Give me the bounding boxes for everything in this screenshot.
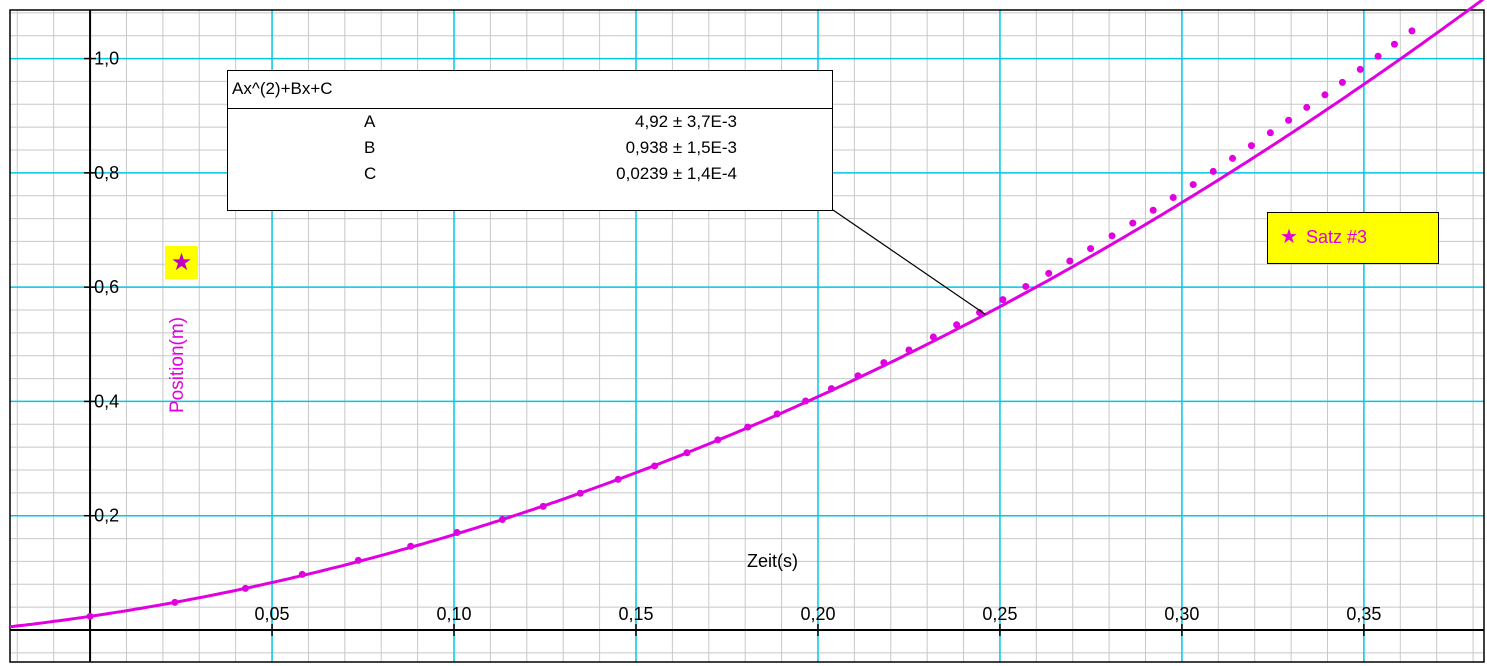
- plot-frame: [9, 9, 1485, 663]
- data-point: [683, 449, 691, 457]
- fit-param-row: B 0,938 ± 1,5E-3: [228, 135, 832, 161]
- fit-param-name: B: [364, 138, 376, 157]
- fit-param-name: C: [364, 164, 377, 183]
- data-point: [929, 333, 937, 341]
- data-point: [827, 385, 835, 393]
- data-point: [1266, 129, 1274, 137]
- data-point: [86, 612, 94, 620]
- data-point: [1338, 78, 1346, 86]
- data-point: [614, 475, 622, 483]
- data-point: [651, 462, 659, 470]
- y-tick-label: 0,6: [94, 277, 119, 297]
- data-point: [905, 346, 913, 354]
- fit-param-row: C 0,0239 ± 1,4E-4: [228, 161, 832, 187]
- axes: [9, 9, 1485, 663]
- curve-fit-box[interactable]: Ax^(2)+Bx+C A 4,92 ± 3,7E-3 B 0,938 ± 1,…: [227, 70, 833, 211]
- x-axis-label[interactable]: Zeit(s): [747, 551, 798, 571]
- y-tick-label: 0,2: [94, 506, 119, 526]
- data-point: [354, 556, 362, 564]
- fit-param-value: 0,0239 ± 1,4E-4: [616, 164, 737, 183]
- data-point: [1390, 40, 1398, 48]
- data-point: [241, 584, 249, 592]
- x-tick-label: 0,10: [436, 604, 471, 624]
- data-point: [407, 542, 415, 550]
- data-point: [1149, 206, 1157, 214]
- y-tick-label: 0,8: [94, 163, 119, 183]
- tick-labels: 0,05 0,10 0,15 0,20 0,25 0,30 0,35 0,2 0,4 0,6 0,8…: [94, 49, 1381, 624]
- fit-formula: Ax^(2)+Bx+C: [228, 71, 832, 109]
- fit-param-value: 4,92 ± 3,7E-3: [635, 112, 737, 131]
- x-tick-label: 0,15: [618, 604, 653, 624]
- data-point: [999, 296, 1007, 304]
- data-point: [298, 570, 306, 578]
- data-point: [1285, 116, 1293, 124]
- data-point: [539, 502, 547, 510]
- star-icon[interactable]: ★: [165, 246, 198, 279]
- data-point: [1408, 27, 1416, 35]
- data-point: [1374, 52, 1382, 60]
- data-point: [1356, 65, 1364, 73]
- data-point: [1129, 219, 1137, 227]
- fit-param-value: 0,938 ± 1,5E-3: [625, 138, 737, 157]
- data-point: [1108, 232, 1116, 240]
- fit-leader-group: [832, 209, 986, 315]
- data-point: [171, 598, 179, 606]
- x-tick-label: 0,25: [982, 604, 1017, 624]
- data-point: [1247, 142, 1255, 150]
- data-points: [86, 27, 1416, 620]
- data-point: [1169, 194, 1177, 202]
- data-point: [498, 515, 506, 523]
- x-tick-label: 0,05: [255, 604, 290, 624]
- data-point: [714, 436, 722, 444]
- data-point: [976, 309, 984, 317]
- y-tick-label: 1,0: [94, 49, 119, 69]
- data-point: [953, 321, 961, 329]
- data-point: [1022, 282, 1030, 290]
- data-point: [1209, 167, 1217, 175]
- data-point: [854, 372, 862, 380]
- data-point: [773, 410, 781, 418]
- fit-leader-line: [832, 209, 986, 315]
- data-point: [1321, 91, 1329, 99]
- data-point: [880, 359, 888, 367]
- x-tick-label: 0,30: [1164, 604, 1199, 624]
- x-tick-label: 0,20: [800, 604, 835, 624]
- legend-label: Satz #3: [1305, 227, 1367, 247]
- data-point: [1045, 269, 1053, 277]
- data-point: [802, 397, 810, 405]
- fit-param-row: A 4,92 ± 3,7E-3: [228, 109, 832, 135]
- data-point: [453, 529, 461, 537]
- fit-param-name: A: [364, 112, 376, 131]
- data-point: [1066, 257, 1074, 265]
- x-tick-label: 0,35: [1346, 604, 1381, 624]
- y-tick-label: 0,4: [94, 391, 119, 411]
- legend[interactable]: ★ Satz #3: [1267, 212, 1439, 264]
- data-point: [1189, 181, 1197, 189]
- star-icon: ★: [1280, 226, 1298, 248]
- data-point: [576, 489, 584, 497]
- data-point: [1303, 103, 1311, 111]
- data-point: [1229, 154, 1237, 162]
- data-point: [744, 423, 752, 431]
- y-axis-label[interactable]: Position(m): [167, 316, 188, 414]
- data-point: [1087, 245, 1095, 253]
